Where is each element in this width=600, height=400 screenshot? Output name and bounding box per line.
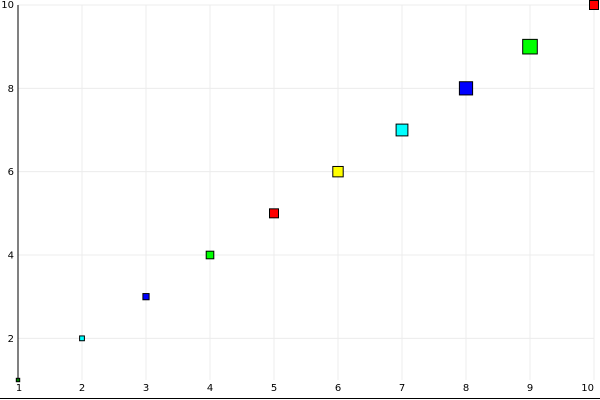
- x-tick-label: 2: [79, 383, 85, 394]
- data-point-9: [522, 38, 538, 55]
- axes: [0, 5, 600, 399]
- x-tick-label: 10: [581, 383, 594, 394]
- data-point-4: [205, 250, 215, 260]
- x-tick-label: 7: [399, 383, 405, 394]
- grid-lines: [18, 4, 595, 380]
- x-tick-label: 9: [527, 383, 533, 394]
- data-point-5: [269, 208, 279, 219]
- y-tick-label: 4: [8, 251, 14, 262]
- data-point-2: [79, 335, 85, 342]
- y-tick-label: 6: [8, 167, 14, 178]
- x-tick-label: 6: [335, 383, 341, 394]
- y-tick-label: 8: [8, 84, 14, 95]
- x-tick-label: 8: [463, 383, 469, 394]
- data-point-1: [15, 377, 21, 383]
- data-points: [15, 0, 599, 383]
- data-point-3: [142, 293, 150, 301]
- data-point-6: [332, 165, 344, 178]
- x-tick-label: 5: [271, 383, 277, 394]
- y-tick-label: 10: [1, 0, 14, 11]
- data-point-7: [395, 123, 409, 137]
- x-tick-label: 3: [143, 383, 149, 394]
- tick-labels: 1 2 3 4 5 6 7 8 9 10 2 4 6 8 10: [1, 0, 594, 394]
- x-tick-label: 4: [207, 383, 213, 394]
- data-point-8: [458, 81, 474, 96]
- data-point-10: [589, 0, 599, 10]
- x-tick-label: 1: [16, 383, 22, 394]
- y-tick-label: 2: [8, 334, 14, 345]
